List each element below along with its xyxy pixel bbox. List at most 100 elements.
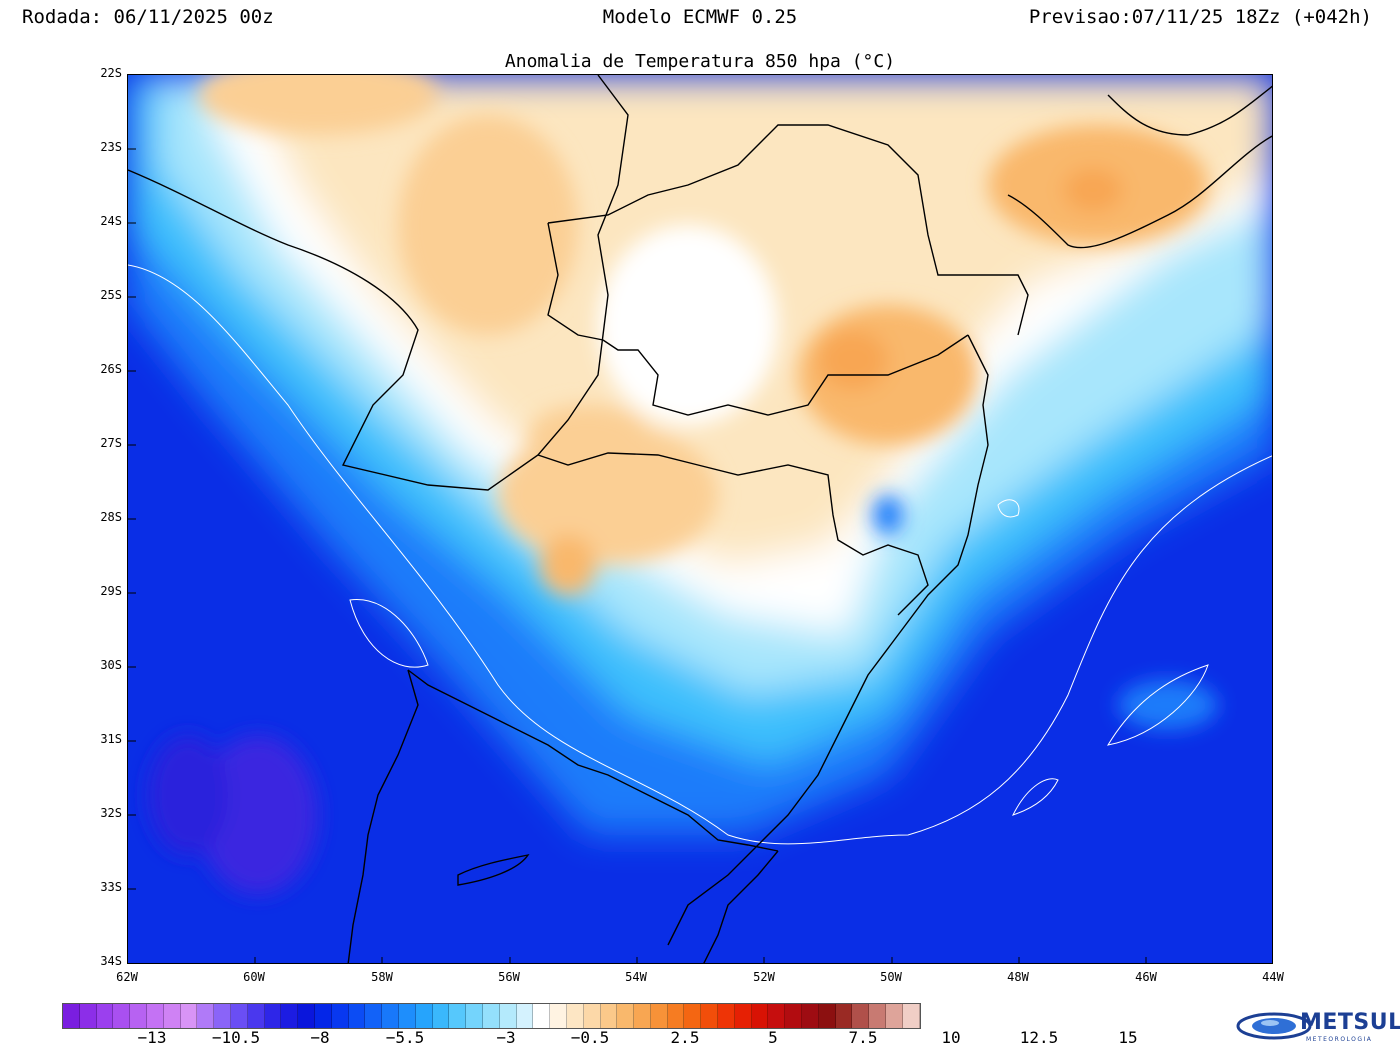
colorbar-swatch — [348, 1004, 366, 1028]
lat-label: 29S — [100, 584, 122, 598]
colorbar-swatch — [533, 1004, 551, 1028]
colorbar-swatch — [718, 1004, 735, 1028]
lat-label: 32S — [100, 806, 122, 820]
colorbar-label: −13 — [137, 1028, 167, 1047]
colorbar-swatch — [802, 1004, 819, 1028]
lon-label: 46W — [1135, 970, 1157, 984]
lat-label: 34S — [100, 954, 122, 968]
colorbar-swatch — [499, 1004, 517, 1028]
colorbar-swatch — [886, 1004, 903, 1028]
colorbar-swatch — [314, 1004, 332, 1028]
colorbar-swatch — [902, 1004, 920, 1028]
lat-label: 22S — [100, 66, 122, 80]
colorbar-swatch — [163, 1004, 181, 1028]
lon-label: 54W — [625, 970, 647, 984]
colorbar-swatch — [869, 1004, 887, 1028]
colorbar-swatch — [566, 1004, 584, 1028]
colorbar-swatch — [331, 1004, 349, 1028]
colorbar-swatch — [63, 1004, 80, 1028]
colorbar-swatch — [667, 1004, 685, 1028]
contour-lines — [128, 264, 1272, 845]
colorbar-swatch — [432, 1004, 450, 1028]
colorbar-swatch — [482, 1004, 500, 1028]
colorbar-swatch — [298, 1004, 315, 1028]
map-title: Anomalia de Temperatura 850 hpa (°C) — [504, 51, 896, 72]
colorbar-swatch — [684, 1004, 702, 1028]
colorbar-swatch — [600, 1004, 618, 1028]
lat-label: 28S — [100, 510, 122, 524]
colorbar-swatch — [398, 1004, 416, 1028]
colorbar-swatch — [264, 1004, 282, 1028]
lon-label: 44W — [1262, 970, 1284, 984]
colorbar-label: 15 — [1118, 1028, 1138, 1047]
map-canvas — [128, 75, 1272, 963]
colorbar-swatch — [247, 1004, 265, 1028]
colorbar-swatch — [852, 1004, 870, 1028]
colorbar-swatch — [550, 1004, 567, 1028]
color-scale-bar — [62, 1003, 921, 1029]
colorbar-label: −8 — [310, 1028, 330, 1047]
lat-label: 31S — [100, 732, 122, 746]
colorbar-swatch — [214, 1004, 231, 1028]
colorbar-swatch — [818, 1004, 836, 1028]
metsul-logo-icon — [1236, 1012, 1312, 1040]
lon-label: 48W — [1007, 970, 1029, 984]
colorbar-label: 2.5 — [670, 1028, 700, 1047]
colorbar-swatch — [281, 1004, 299, 1028]
colorbar-label: 5 — [768, 1028, 778, 1047]
colorbar-swatch — [785, 1004, 803, 1028]
temperature-anomaly-map — [127, 74, 1273, 964]
colorbar-swatch — [617, 1004, 635, 1028]
colorbar-swatch — [583, 1004, 601, 1028]
colorbar-swatch — [382, 1004, 399, 1028]
colorbar-swatch — [650, 1004, 668, 1028]
model-label: Modelo ECMWF 0.25 — [602, 6, 798, 28]
colorbar-swatch — [79, 1004, 97, 1028]
colorbar-swatch — [516, 1004, 534, 1028]
colorbar-swatch — [768, 1004, 786, 1028]
colorbar-swatch — [365, 1004, 383, 1028]
lat-label: 24S — [100, 214, 122, 228]
lon-label: 58W — [371, 970, 393, 984]
lon-label: 62W — [116, 970, 138, 984]
colorbar-label: −5.5 — [385, 1028, 425, 1047]
colorbar-label: 10 — [941, 1028, 961, 1047]
colorbar-swatch — [701, 1004, 719, 1028]
lon-label: 56W — [498, 970, 520, 984]
lat-label: 33S — [100, 880, 122, 894]
lon-label: 50W — [880, 970, 902, 984]
logo-tagline: METEOROLOGIA — [1306, 1036, 1373, 1043]
colorbar-swatch — [751, 1004, 769, 1028]
lon-label: 60W — [243, 970, 265, 984]
lat-label: 25S — [100, 288, 122, 302]
lon-label: 52W — [753, 970, 775, 984]
run-date-label: Rodada: 06/11/2025 00z — [22, 6, 274, 28]
colorbar-swatch — [113, 1004, 131, 1028]
colorbar-swatch — [734, 1004, 752, 1028]
colorbar-swatch — [634, 1004, 651, 1028]
colorbar-label: 12.5 — [1019, 1028, 1059, 1047]
colorbar-swatch — [197, 1004, 215, 1028]
colorbar-swatch — [835, 1004, 853, 1028]
colorbar-swatch — [146, 1004, 164, 1028]
axis-ticks — [128, 148, 1147, 963]
lat-label: 23S — [100, 140, 122, 154]
colorbar-swatch — [449, 1004, 467, 1028]
colorbar-swatch — [466, 1004, 483, 1028]
colorbar-label: 7.5 — [848, 1028, 878, 1047]
colorbar-label: −0.5 — [570, 1028, 610, 1047]
anomaly-field — [128, 75, 1272, 963]
colorbar-label: −3 — [496, 1028, 516, 1047]
lat-label: 30S — [100, 658, 122, 672]
colorbar-swatch — [180, 1004, 198, 1028]
colorbar-swatch — [415, 1004, 433, 1028]
colorbar-label: −10.5 — [211, 1028, 261, 1047]
lat-label: 26S — [100, 362, 122, 376]
colorbar-swatch — [230, 1004, 248, 1028]
colorbar-swatch — [130, 1004, 147, 1028]
logo-name: METSUL — [1300, 1010, 1400, 1035]
lat-label: 27S — [100, 436, 122, 450]
political-boundaries — [128, 75, 1272, 963]
forecast-time-label: Previsao:07/11/25 18Zz (+042h) — [1028, 6, 1372, 28]
colorbar-swatch — [96, 1004, 114, 1028]
